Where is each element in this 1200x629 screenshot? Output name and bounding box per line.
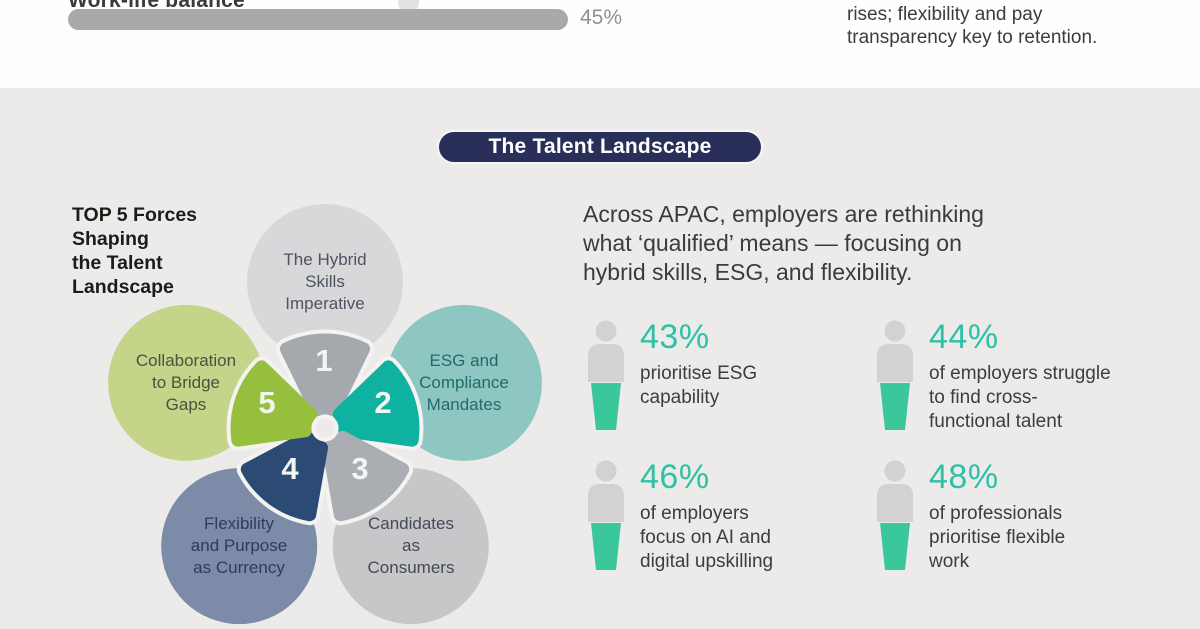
- circle-label-2: ESG and Compliance Mandates: [419, 351, 509, 414]
- petal-3: [322, 430, 410, 522]
- petal-number-3: 3: [351, 451, 369, 486]
- circle-force-2: [385, 304, 542, 461]
- circle-label-5: Collaboration to Bridge Gaps: [135, 351, 237, 414]
- petal-5: [230, 360, 318, 447]
- section-title-pill: The Talent Landscape: [437, 130, 763, 164]
- petal-number-2: 2: [374, 385, 392, 420]
- petal-1: [279, 333, 371, 417]
- stat-description: prioritise ESG capability: [640, 363, 758, 408]
- circle-force-5: [108, 304, 265, 461]
- top-bar-section: Work-life balance 45% rises; flexibility…: [0, 0, 1200, 88]
- bar-value: 45%: [580, 6, 623, 29]
- stat-percentage: 48%: [929, 458, 999, 496]
- stat-description: of employers struggle to find cross- fun…: [929, 363, 1111, 432]
- stat-description: of employers focus on AI and digital ups…: [640, 503, 774, 572]
- stat-percentage: 43%: [640, 318, 710, 356]
- person-icon: [877, 460, 913, 570]
- bar-fill: [68, 9, 568, 30]
- diagram-heading: TOP 5 Forces Shaping the Talent Landscap…: [72, 204, 198, 298]
- petals: [230, 333, 420, 522]
- petal-number-5: 5: [258, 385, 276, 420]
- circle-label-4: Flexibility and Purpose as Currency: [190, 514, 288, 577]
- section-title: The Talent Landscape: [488, 135, 712, 158]
- stat-percentage: 44%: [929, 318, 999, 356]
- person-icon: [588, 320, 624, 430]
- top-right-note: rises; flexibility and pay transparency …: [847, 4, 1098, 48]
- five-forces-flower-diagram: [108, 204, 542, 625]
- circle-force-1: [247, 204, 403, 360]
- stat-description: of professionals prioritise flexible wor…: [929, 503, 1066, 572]
- person-icon: [877, 320, 913, 430]
- person-icon: [588, 460, 624, 570]
- circle-label-1: The Hybrid Skills Imperative: [283, 250, 367, 313]
- petal-4: [240, 430, 328, 522]
- petal-number-4: 4: [281, 451, 299, 486]
- circle-label-3: Candidates as Consumers: [367, 514, 455, 577]
- petal-number-1: 1: [315, 343, 333, 378]
- stat-percentage: 46%: [640, 458, 710, 496]
- petal-2: [332, 360, 420, 447]
- intro-paragraph: Across APAC, employers are rethinking wh…: [583, 201, 984, 285]
